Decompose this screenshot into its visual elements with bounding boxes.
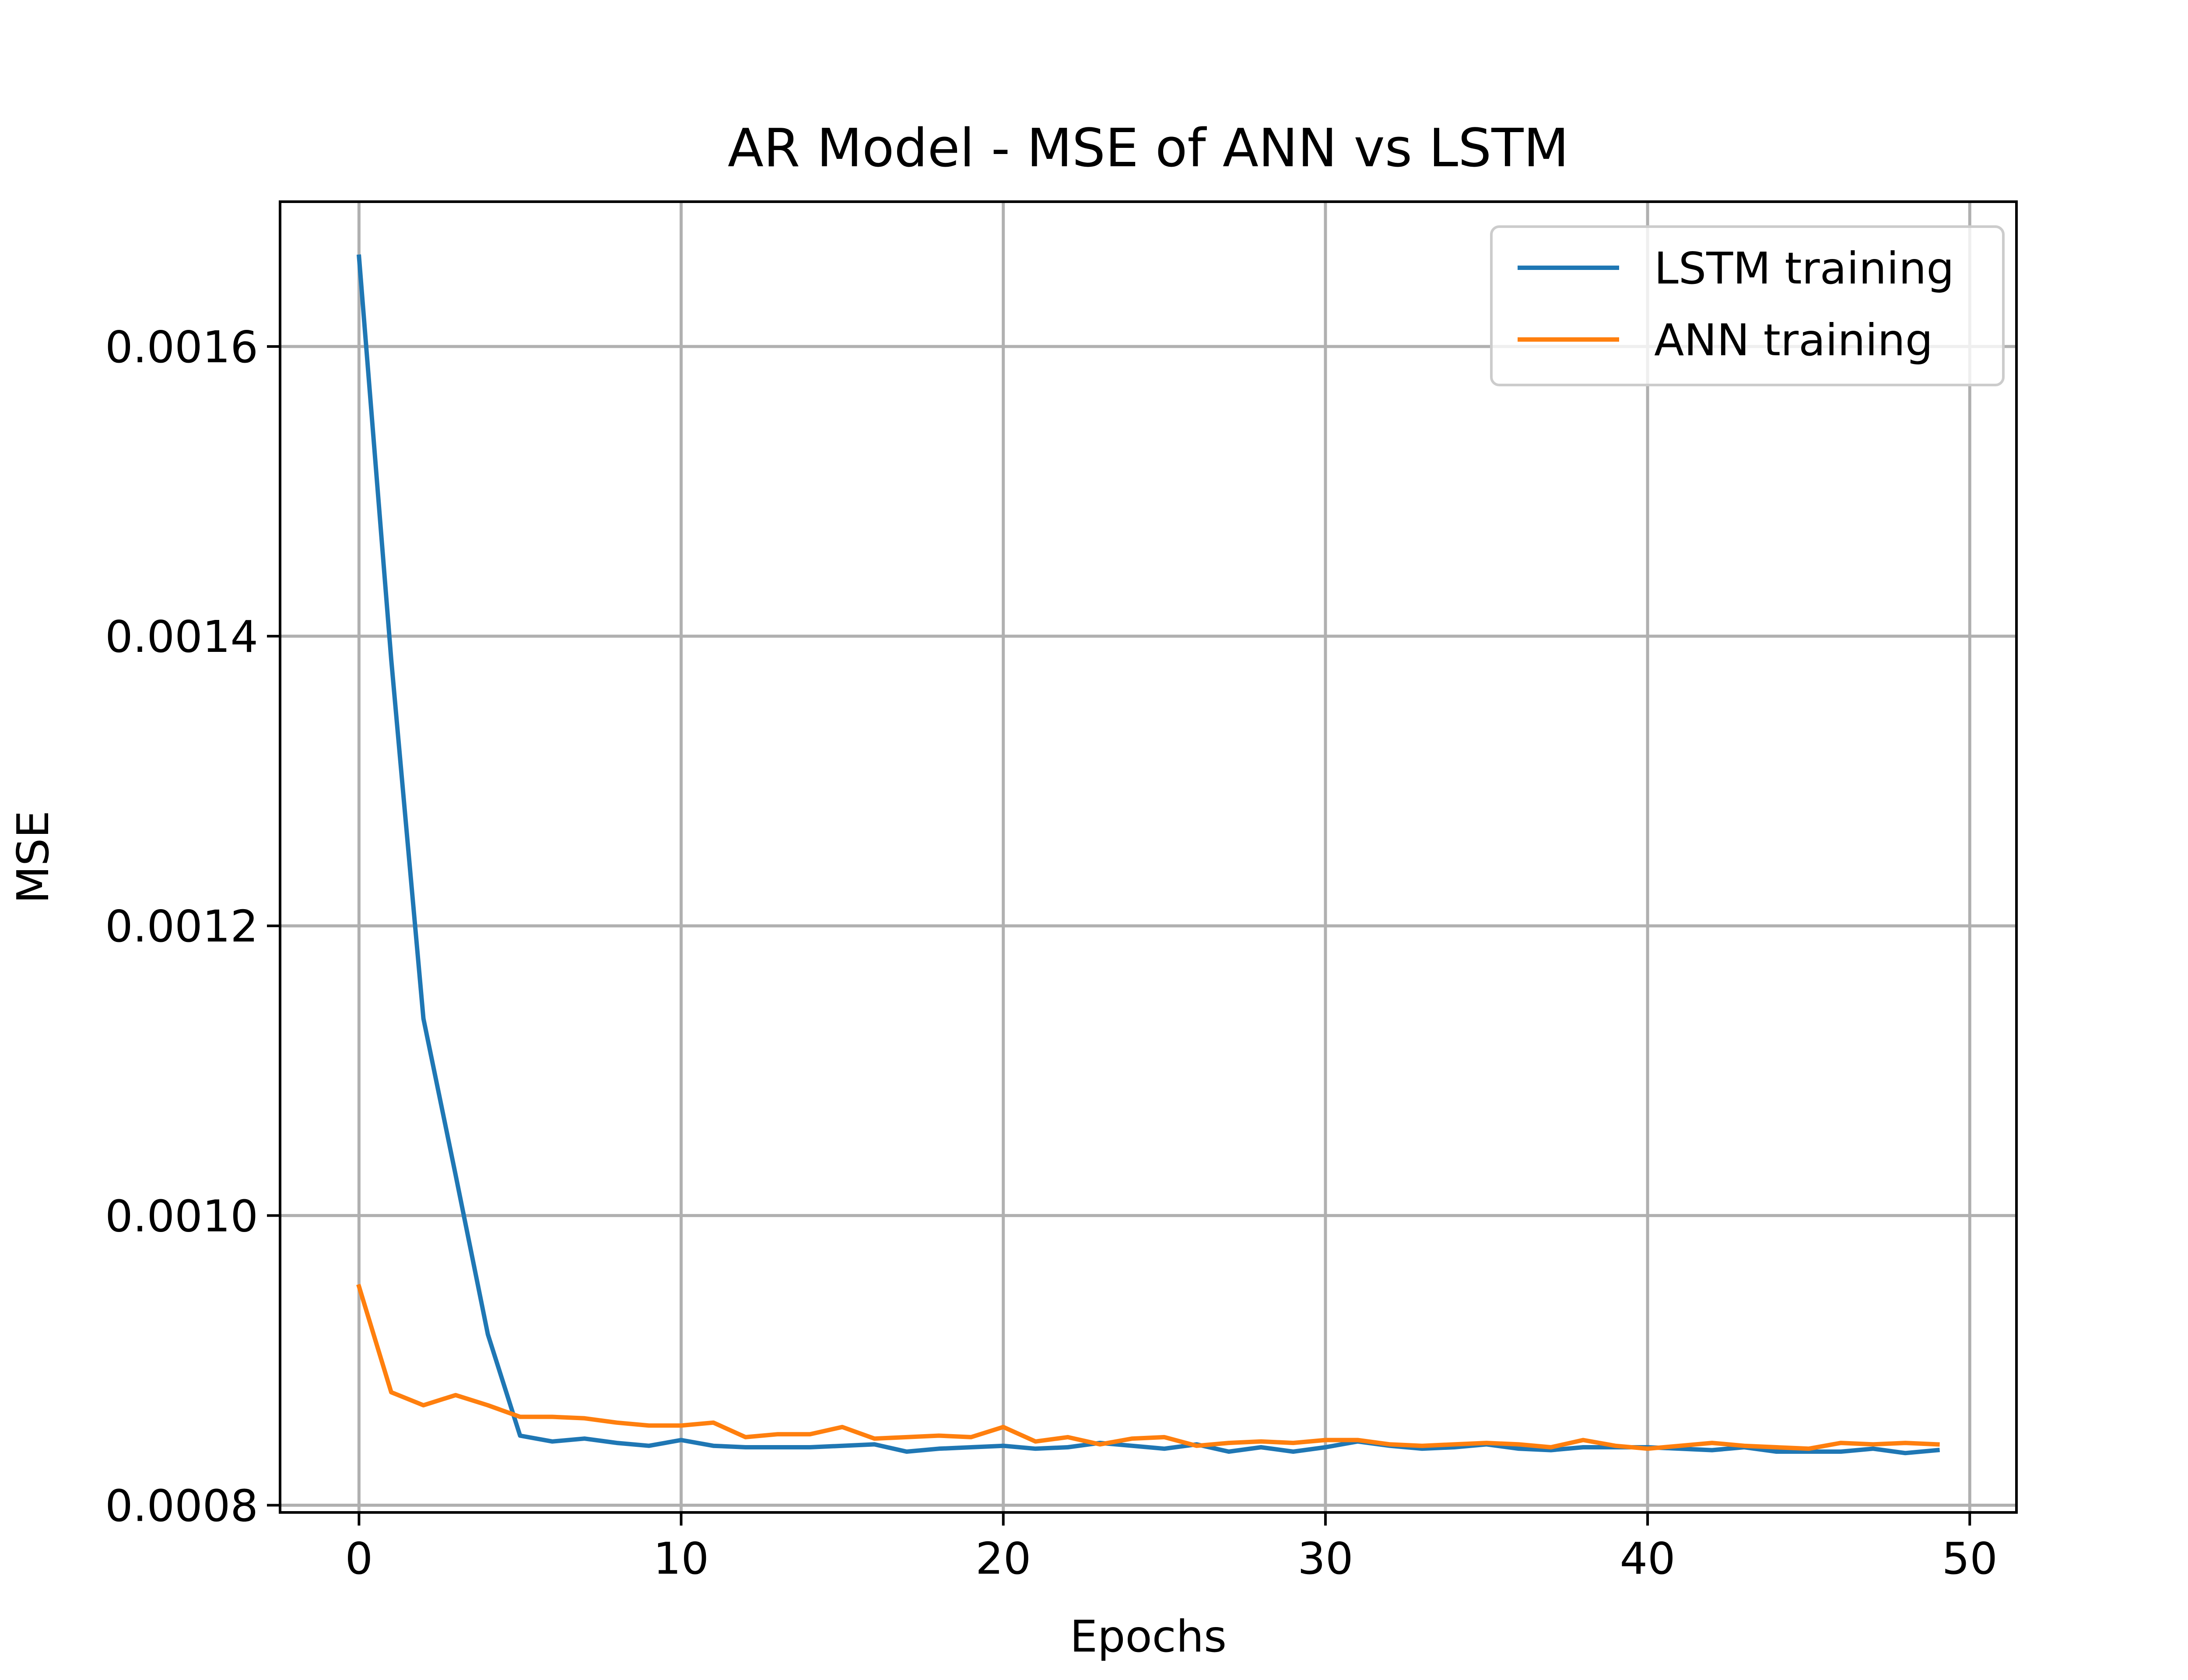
- legend-box: [1490, 225, 2005, 386]
- plot-frame: [279, 200, 2018, 1514]
- y-tick-label: 0.0008: [105, 1480, 258, 1531]
- series-line-ann: [356, 1284, 1940, 1451]
- ticks-group: 0 10 20 30 40 50 0.0008 0.0010 0.0012 0.0014 0.001…: [105, 322, 1998, 1584]
- y-tick-label: 0.0010: [105, 1190, 258, 1242]
- legend-label-ann: ANN training: [1654, 315, 1933, 366]
- x-tick-label: 50: [1942, 1533, 1998, 1584]
- x-tick-label: 20: [975, 1533, 1031, 1584]
- series-group: [356, 254, 1940, 1456]
- legend-label-lstm: LSTM training: [1654, 243, 1954, 294]
- x-tick-label: 40: [1620, 1533, 1675, 1584]
- x-tick-label: 0: [345, 1533, 373, 1584]
- x-tick-label: 10: [653, 1533, 709, 1584]
- x-tick-label: 30: [1297, 1533, 1353, 1584]
- y-axis-label: MSE: [7, 811, 59, 904]
- plot-area-background: [280, 202, 2016, 1512]
- x-axis-label: Epochs: [1070, 1611, 1227, 1662]
- chart-title: AR Model - MSE of ANN vs LSTM: [728, 118, 1569, 179]
- y-tick-label: 0.0014: [105, 611, 258, 662]
- y-tick-label: 0.0016: [105, 322, 258, 373]
- y-tick-label: 0.0012: [105, 901, 258, 952]
- legend: LSTM training ANN training: [1490, 225, 2005, 386]
